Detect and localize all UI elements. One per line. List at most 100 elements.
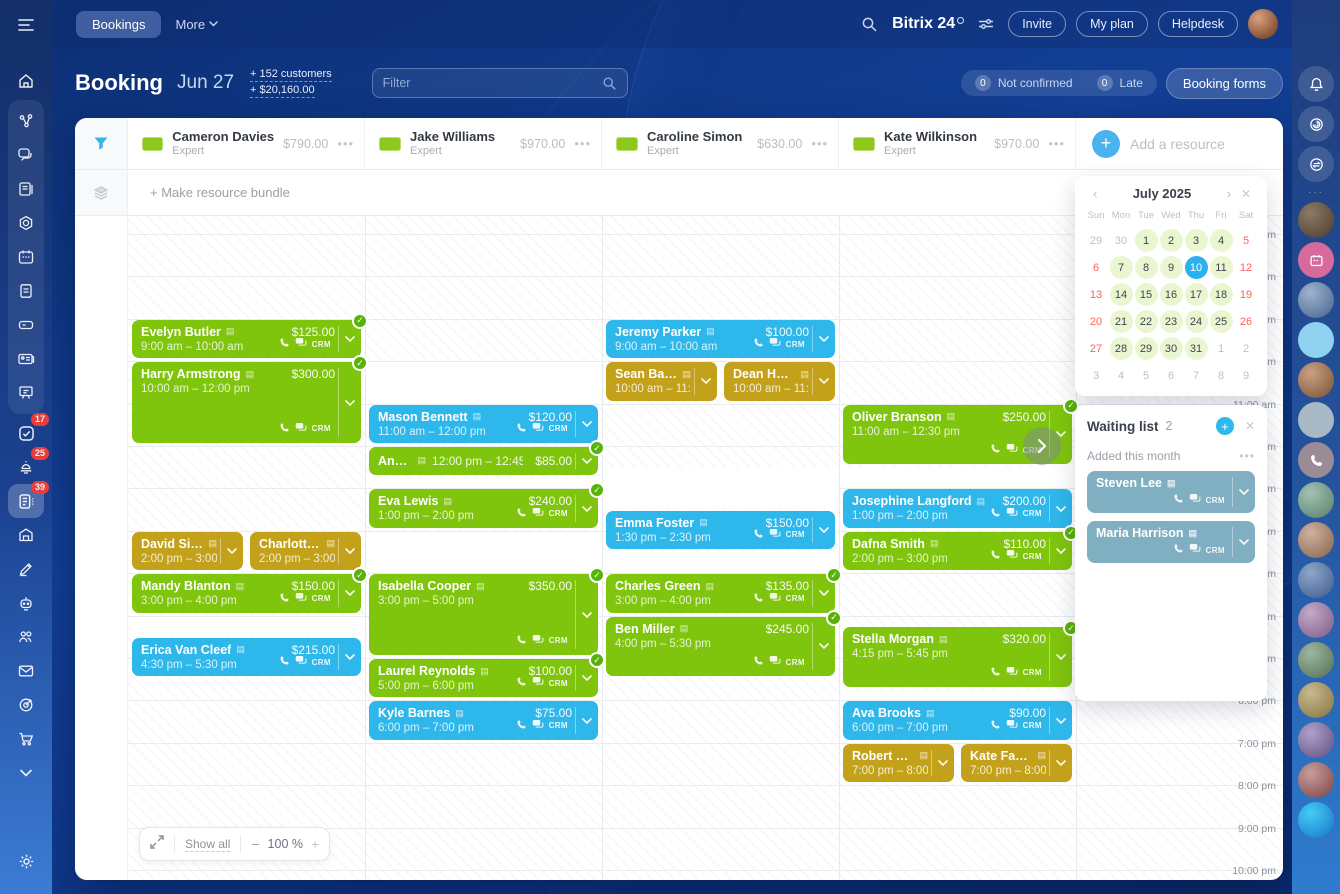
filter-search[interactable] [371,68,628,98]
calendar-day[interactable]: 1 [1134,228,1159,253]
event-expand-chevron[interactable] [1049,749,1072,777]
item-expand-chevron[interactable] [1232,477,1255,507]
booking-event[interactable]: ✓ Oliver Branson ▤ $250.00 11:00 am – 12:30 … [843,397,1079,465]
chevron-down-icon[interactable] [8,756,44,790]
resource-column-header[interactable]: Jake Williams Expert $970.00 ••• [365,118,602,169]
calendar-day[interactable]: 15 [1134,282,1159,307]
resource-more-icon[interactable]: ••• [1048,136,1065,151]
booking-event[interactable]: ✓ Stella Morgan ▤ $320.00 4:15 pm – 5:45 pm C… [843,620,1079,687]
event-expand-chevron[interactable] [1049,633,1072,681]
event-expand-chevron[interactable] [338,643,361,671]
contact-avatar[interactable] [1298,762,1334,798]
brand-logo[interactable]: Bitrix 24 [892,15,965,33]
ai-bot-icon[interactable] [8,586,44,620]
booking-event[interactable]: Kyle Barnes ▤ $75.00 6:00 pm – 7:00 pm CRM [369,701,598,740]
waiting-more-icon[interactable]: ••• [1239,449,1255,463]
contact-avatar[interactable] [1298,282,1334,318]
booking-event[interactable]: ✓ Ben Miller ▤ $245.00 4:00 pm – 5:30 pm CRM [606,609,842,677]
booking-event[interactable]: Kate Faxon ▤ 7:00 pm – 8:00 p [961,743,1072,783]
announcements-icon[interactable]: 25 [8,447,49,484]
not-confirmed-counter[interactable]: 0 Not confirmed [974,75,1073,91]
calendar-icon[interactable] [8,240,44,274]
calendar-day[interactable]: 24 [1184,309,1209,334]
more-menu[interactable]: More [175,17,218,32]
booking-event[interactable]: Mason Bennett ▤ $120.00 11:00 am – 12:00 pm… [369,404,598,443]
calendar-day[interactable]: 8 [1217,369,1225,382]
event-expand-chevron[interactable] [338,580,361,607]
month-title[interactable]: July 2025 [1132,186,1192,201]
contact-avatar[interactable] [1298,722,1334,758]
event-expand-chevron[interactable] [575,453,598,469]
calendar-day[interactable]: 6 [1167,369,1175,382]
event-expand-chevron[interactable] [1049,495,1072,522]
settings-gear-icon[interactable] [8,844,44,878]
booking-event[interactable]: Charlotte... ▤ 2:00 pm – 3:00 p [250,531,361,571]
seal-avatar[interactable] [1298,402,1334,438]
calendar-day[interactable]: 14 [1109,282,1134,307]
prev-month-button[interactable]: ‹ [1093,186,1098,201]
free-slot[interactable] [841,468,1075,488]
resource-column-header[interactable]: Caroline Simon Expert $630.00 ••• [602,118,839,169]
calendar-day[interactable]: 1 [1217,342,1225,355]
booking-event[interactable]: Ava Brooks ▤ $90.00 6:00 pm – 7:00 pm CRM [843,701,1072,740]
event-expand-chevron[interactable] [812,622,835,671]
current-date[interactable]: Jun 27 [177,72,235,93]
booking-event[interactable]: ✓ Charles Green ▤ $135.00 3:00 pm – 4:00 pm C… [606,567,842,613]
show-all-button[interactable]: Show all [185,836,231,852]
event-expand-chevron[interactable] [1049,707,1072,734]
calendar-day[interactable]: 10 [1184,255,1209,280]
helpdesk-button[interactable]: Helpdesk [1157,11,1238,37]
calendar-day[interactable]: 2 [1159,228,1184,253]
contact-avatar[interactable] [1298,802,1334,838]
free-slot[interactable] [130,616,364,636]
event-expand-chevron[interactable] [338,368,361,437]
contact-avatar[interactable] [1298,682,1334,718]
make-bundle-button[interactable]: + Make resource bundle [150,185,290,200]
sticker-avatar[interactable] [1298,322,1334,358]
free-slot[interactable] [367,362,601,403]
item-expand-chevron[interactable] [1232,527,1255,557]
calendar-day[interactable]: 17 [1184,282,1209,307]
mail-icon[interactable] [8,654,44,688]
event-expand-chevron[interactable] [931,749,954,777]
calendar-day[interactable]: 29 [1089,234,1103,247]
calendar-day[interactable]: 9 [1159,255,1184,280]
sign-pen-icon[interactable] [8,552,44,586]
document-icon[interactable] [8,274,44,308]
free-slot[interactable] [367,531,601,573]
calendar-day[interactable]: 7 [1109,255,1134,280]
zoom-out-button[interactable]: − [251,836,260,852]
event-expand-chevron[interactable] [812,516,835,543]
calendar-day[interactable]: 6 [1092,261,1100,274]
event-expand-chevron[interactable] [575,495,598,522]
calendar-day[interactable]: 22 [1134,309,1159,334]
invite-button[interactable]: Invite [1008,11,1067,37]
calendar-day[interactable]: 4 [1117,369,1125,382]
board-icon[interactable] [8,376,44,410]
calendar-day[interactable]: 3 [1184,228,1209,253]
booking-event[interactable]: ✓ Evelyn Butler ▤ $125.00 9:00 am – 10:00 am… [132,312,368,359]
calendar-day[interactable]: 9 [1242,369,1250,382]
calendar-day[interactable]: 28 [1109,336,1134,361]
target-icon[interactable] [8,206,44,240]
contact-avatar[interactable] [1298,522,1334,558]
chat-icon[interactable] [8,138,44,172]
warehouse-icon[interactable] [8,518,44,552]
calendar-day[interactable]: 26 [1239,315,1253,328]
calendar-shortcut-icon[interactable] [1298,242,1334,278]
calendar-day[interactable]: 3 [1092,369,1100,382]
booking-event[interactable]: ✓ Mandy Blanton ▤ $150.00 3:00 pm – 4:00 pm C… [132,567,368,613]
calendar-day[interactable]: 5 [1142,369,1150,382]
event-expand-chevron[interactable] [338,537,361,565]
next-month-button[interactable]: › [1226,186,1231,201]
copilot-icon[interactable] [1298,106,1334,142]
crm-card-icon[interactable] [8,342,44,376]
contact-avatar[interactable] [1298,562,1334,598]
calendar-day[interactable]: 12 [1239,261,1253,274]
close-icon[interactable]: ✕ [1240,186,1251,201]
calendar-day[interactable]: 31 [1184,336,1209,361]
late-counter[interactable]: 0 Late [1096,75,1143,91]
drive-icon[interactable] [8,308,44,342]
booking-event[interactable]: Sean Baker ▤ 10:00 am – 11:00 [606,362,717,401]
calendar-day[interactable]: 30 [1159,336,1184,361]
